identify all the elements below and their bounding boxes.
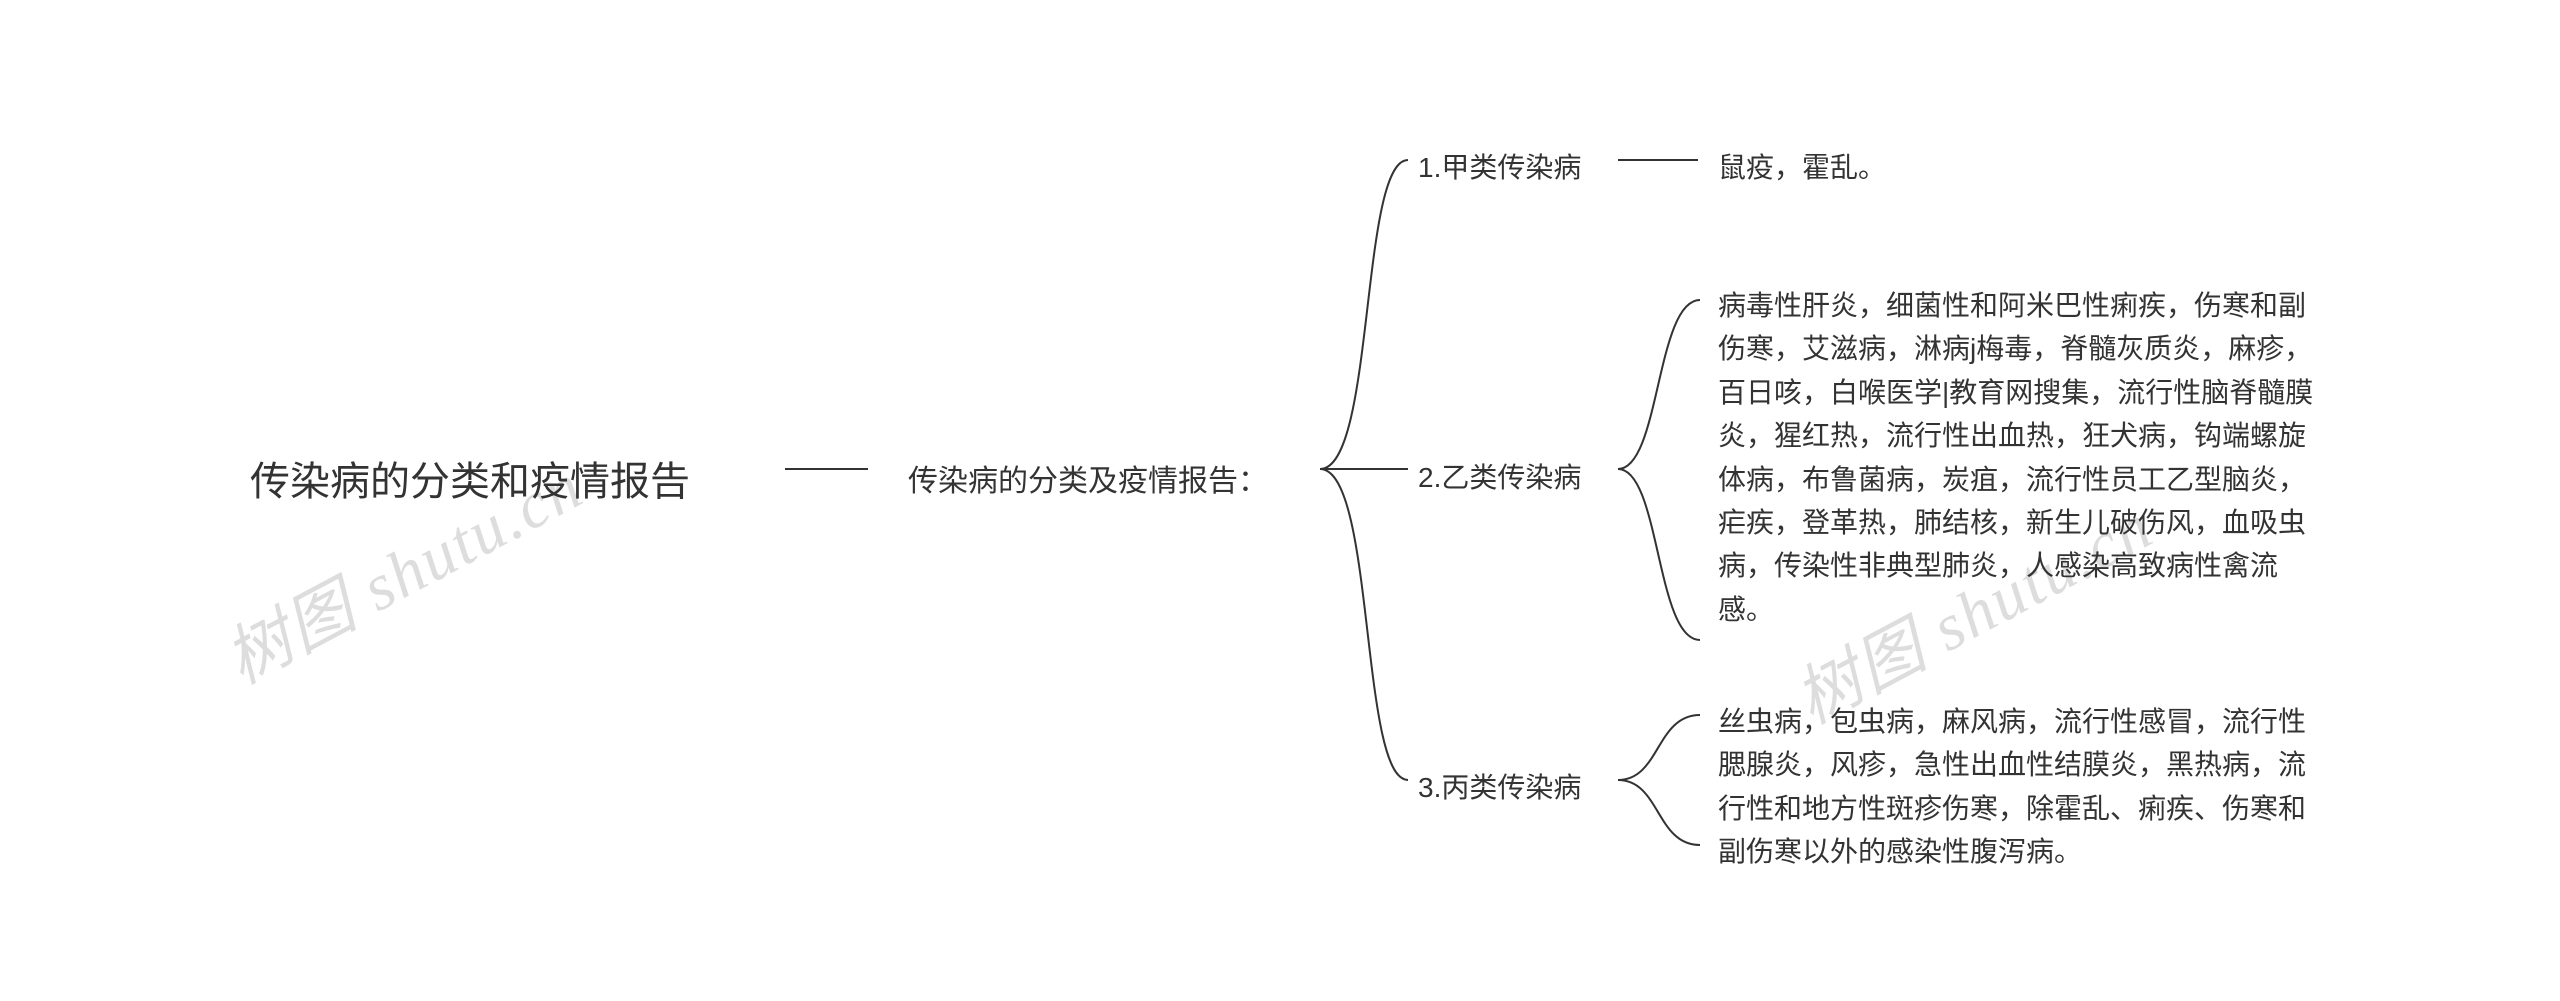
node-leaf-c: 丝虫病，包虫病，麻风病，流行性感冒，流行性腮腺炎，风疹，急性出血性结膜炎，黑热病… [1718,700,2318,874]
node-l2-a: 1.甲类传染病 [1418,146,1608,186]
connector-l2b-leaf-top [1618,300,1700,469]
connector-l2c-leaf-bot [1618,780,1700,845]
connector-l1-l2c [1320,469,1408,780]
connector-l1-l2a [1320,160,1408,469]
node-level1: 传染病的分类及疫情报告： [908,456,1308,500]
node-root: 传染病的分类和疫情报告 [250,449,770,507]
node-l2-c: 3.丙类传染病 [1418,766,1608,806]
mindmap-container: 树图 shutu.cn 树图 shutu.cn 传染病的分类和疫情报告 传染病的… [0,0,2560,1001]
node-leaf-b: 病毒性肝炎，细菌性和阿米巴性痢疾，伤寒和副伤寒，艾滋病，淋病j梅毒，脊髓灰质炎，… [1718,284,2318,631]
connector-l2c-leaf-top [1618,715,1700,780]
connector-l2b-leaf-bot [1618,469,1700,640]
node-l2-b: 2.乙类传染病 [1418,456,1608,496]
node-leaf-a: 鼠疫，霍乱。 [1718,146,2278,189]
